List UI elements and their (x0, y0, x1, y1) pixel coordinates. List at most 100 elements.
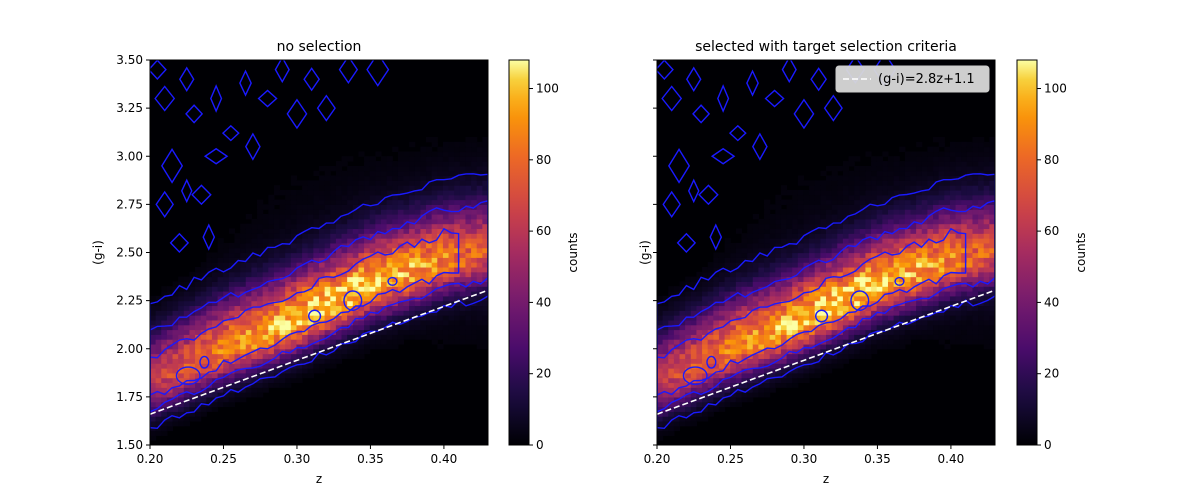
heatmap-cell (769, 281, 776, 287)
heatmap-cell (166, 286, 174, 292)
heatmap-cell (820, 223, 827, 230)
heatmap-cell (313, 319, 320, 326)
heatmap-cell (409, 310, 416, 316)
heatmap-cell (335, 348, 343, 355)
heatmap-cell (944, 214, 951, 220)
heatmap-cell (172, 295, 179, 302)
heatmap-cell (718, 401, 726, 408)
heatmap-cell (442, 214, 450, 220)
heatmap-cell (848, 281, 855, 287)
heatmap-cell (409, 189, 416, 196)
heatmap-cell (352, 252, 360, 258)
heatmap-cell (820, 329, 827, 335)
heatmap-cell (978, 223, 985, 230)
heatmap-cell (386, 286, 393, 292)
heatmap-cell (764, 281, 771, 287)
heatmap-cell (702, 305, 709, 311)
heatmap-cell (420, 310, 427, 316)
heatmap-cell (730, 281, 737, 287)
heatmap-cell (313, 238, 320, 244)
heatmap-cell (375, 271, 382, 278)
heatmap-cell (206, 276, 213, 282)
heatmap-cell (775, 281, 782, 287)
heatmap-cell (966, 146, 974, 153)
x-tick-label: 0.40 (938, 452, 965, 466)
heatmap-cell (403, 300, 410, 307)
heatmap-cell (409, 238, 416, 244)
heatmap-cell (335, 339, 343, 345)
heatmap-cell (814, 343, 821, 350)
heatmap-cell (702, 266, 709, 273)
heatmap-cell (155, 300, 162, 307)
heatmap-cell (431, 161, 438, 167)
heatmap-cell (989, 286, 995, 292)
heatmap-cell (257, 291, 264, 297)
heatmap-cell (431, 233, 438, 239)
heatmap-cell (240, 228, 247, 234)
heatmap-cell (938, 175, 945, 181)
heatmap-cell (459, 291, 467, 297)
heatmap-cell (150, 396, 157, 403)
heatmap-cell (927, 209, 934, 215)
heatmap-cell (758, 358, 765, 364)
heatmap-cell (200, 411, 207, 417)
heatmap-cell (358, 305, 365, 311)
heatmap-cell (899, 204, 906, 210)
heatmap-cell (747, 358, 754, 364)
heatmap-cell (459, 141, 467, 148)
heatmap-cell (364, 319, 371, 326)
heatmap-cell (718, 300, 726, 307)
heatmap-cell (403, 305, 410, 311)
heatmap-cell (780, 305, 788, 311)
heatmap-cell (471, 223, 478, 230)
heatmap-cell (268, 334, 275, 340)
heatmap-cell (228, 295, 236, 302)
heatmap-cell (245, 266, 252, 273)
heatmap-cell (228, 271, 236, 278)
heatmap-cell (921, 189, 928, 196)
heatmap-cell (752, 295, 759, 302)
heatmap-cell (251, 377, 258, 384)
heatmap-cell (882, 199, 889, 205)
heatmap-cell (673, 377, 681, 384)
heatmap-cell (887, 161, 895, 167)
heatmap-cell (702, 286, 709, 292)
heatmap-cell (414, 271, 421, 278)
heatmap-cell (876, 319, 883, 326)
heatmap-cell (707, 396, 714, 403)
heatmap-cell (364, 185, 371, 191)
heatmap-cell (262, 343, 269, 350)
heatmap-cell (352, 291, 360, 297)
heatmap-cell (437, 266, 444, 273)
heatmap-cell (380, 199, 388, 205)
heatmap-cell (403, 252, 410, 258)
heatmap-cell (482, 223, 488, 230)
heatmap-cell (211, 387, 219, 393)
heatmap-cell (747, 223, 754, 230)
heatmap-cell (679, 416, 686, 422)
heatmap-cell (341, 266, 348, 273)
heatmap-cell (262, 372, 269, 379)
heatmap-cell (814, 305, 821, 311)
heatmap-cell (989, 165, 995, 172)
heatmap-cell (313, 329, 320, 335)
heatmap-cell (380, 218, 388, 225)
heatmap-cell (786, 209, 793, 215)
heatmap-cell (319, 291, 326, 297)
heatmap-cell (319, 281, 326, 287)
heatmap-cell (933, 194, 940, 201)
heatmap-cell (414, 218, 421, 225)
heatmap-cell (927, 146, 934, 153)
heatmap-cell (933, 247, 940, 254)
heatmap-cell (442, 286, 450, 292)
heatmap-cell (854, 180, 861, 186)
heatmap-cell (414, 286, 421, 292)
heatmap-cell (989, 180, 995, 186)
heatmap-cell (375, 295, 382, 302)
heatmap-cell (724, 401, 731, 408)
heatmap-cell (933, 324, 940, 331)
heatmap-cell (685, 401, 692, 408)
heatmap-cell (921, 291, 928, 297)
heatmap-cell (657, 358, 664, 364)
heatmap-cell (330, 300, 337, 307)
